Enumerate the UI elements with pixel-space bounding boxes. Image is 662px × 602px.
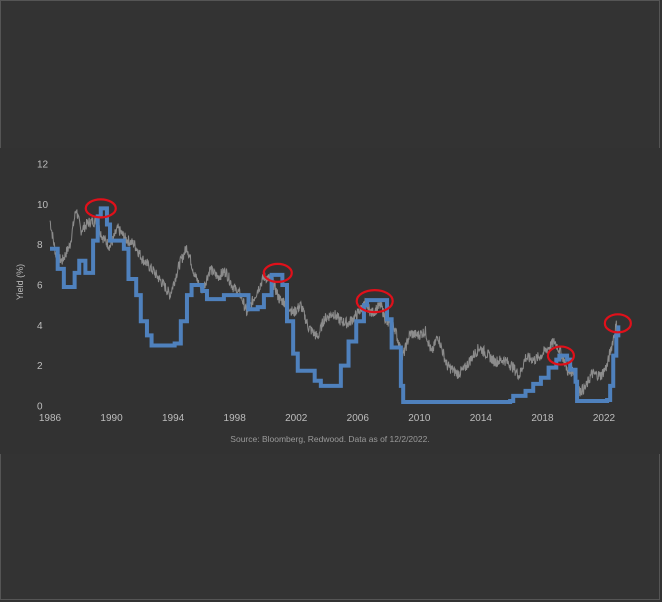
x-tick-label: 1990 bbox=[100, 413, 123, 424]
chart-background bbox=[0, 148, 662, 454]
x-tick-label: 2022 bbox=[593, 413, 616, 424]
x-tick-label: 1986 bbox=[39, 413, 62, 424]
series-line-ten-year-treasury bbox=[49, 209, 619, 397]
annotation-layer bbox=[84, 198, 632, 366]
y-tick-label: 6 bbox=[37, 281, 43, 292]
y-tick-label: 10 bbox=[37, 200, 49, 211]
peak-highlight-circle bbox=[603, 313, 632, 334]
x-tick-label: 2010 bbox=[408, 413, 431, 424]
x-tick-label: 1994 bbox=[162, 413, 185, 424]
x-tick-label: 2002 bbox=[285, 413, 308, 424]
source-note: Source: Bloomberg, Redwood. Data as of 1… bbox=[230, 434, 429, 444]
x-axis-ticks: 1986 1990 1994 1998 2002 2006 2010 2014 2018 2022 bbox=[39, 413, 616, 424]
y-axis-ticks: 0 2 4 6 8 10 12 bbox=[37, 160, 49, 413]
x-tick-label: 2014 bbox=[470, 413, 493, 424]
x-tick-label: 1998 bbox=[224, 413, 247, 424]
x-tick-label: 2018 bbox=[531, 413, 554, 424]
peak-highlight-circle bbox=[355, 289, 394, 314]
peak-highlight-circle bbox=[84, 198, 117, 219]
y-tick-label: 12 bbox=[37, 160, 49, 171]
y-tick-label: 4 bbox=[37, 321, 43, 332]
y-axis-label: Yield (%) bbox=[15, 264, 25, 300]
y-tick-label: 2 bbox=[37, 361, 43, 372]
x-tick-label: 2006 bbox=[347, 413, 370, 424]
peak-highlight-circle bbox=[546, 345, 576, 366]
y-tick-label: 8 bbox=[37, 240, 43, 251]
peak-highlight-circle bbox=[262, 262, 293, 283]
y-tick-label: 0 bbox=[37, 402, 43, 413]
